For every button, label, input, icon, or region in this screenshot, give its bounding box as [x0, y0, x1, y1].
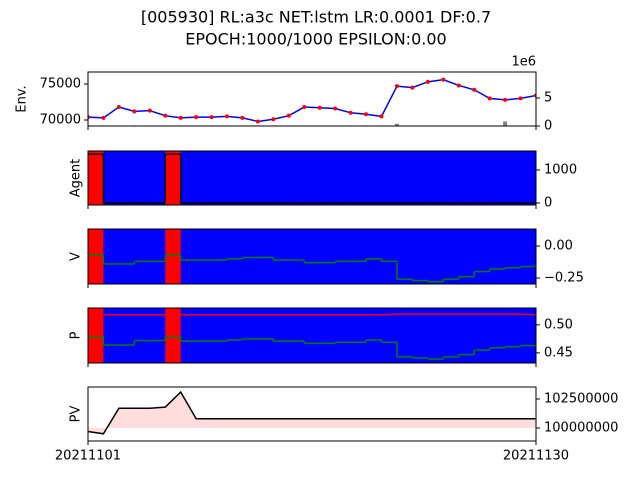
price-marker — [348, 110, 353, 115]
axes-frame — [87, 150, 537, 206]
panel — [88, 308, 536, 363]
y-tick-label: 75000 — [40, 77, 81, 92]
y-tick-label: 0 — [544, 195, 552, 210]
price-marker — [240, 115, 245, 120]
action-span — [88, 151, 104, 205]
y-tick-label: 0.00 — [544, 239, 573, 254]
axes-frame — [87, 386, 537, 442]
price-marker — [302, 105, 307, 110]
figure-title: EPOCH:1000/1000 EPSILON:0.00 — [185, 30, 446, 49]
panel-background — [88, 229, 536, 284]
axes-frame — [87, 307, 537, 364]
price-marker — [271, 117, 276, 122]
pv-fill — [88, 392, 536, 434]
price-marker — [333, 106, 338, 111]
price-marker — [394, 84, 399, 89]
x-tick-label: 20211101 — [55, 449, 121, 464]
price-marker — [410, 85, 415, 90]
panel — [88, 229, 536, 284]
axes-frame — [87, 228, 537, 285]
action-span — [165, 229, 181, 284]
price-marker — [147, 108, 152, 113]
price-marker — [255, 119, 260, 124]
action-span — [165, 308, 181, 363]
price-marker — [518, 96, 523, 101]
y-tick-label: 1000 — [544, 163, 577, 178]
y-tick-label: −0.25 — [544, 270, 584, 285]
action-span — [88, 308, 104, 363]
price-marker — [472, 87, 477, 92]
action-span — [165, 151, 181, 205]
x-tick-label: 20211130 — [503, 449, 569, 464]
price-marker — [456, 83, 461, 88]
y-tick-label: 0.50 — [544, 317, 573, 332]
y2-tick-label: 5 — [544, 90, 552, 105]
price-marker — [116, 105, 121, 110]
price-marker — [487, 96, 492, 101]
y-tick-label: 70000 — [40, 113, 81, 128]
price-marker — [503, 97, 508, 102]
series-line — [88, 313, 536, 316]
price-marker — [132, 109, 137, 114]
series-line — [88, 78, 536, 123]
action-span — [88, 229, 104, 284]
y-axis-label: P — [69, 331, 84, 339]
price-marker — [379, 114, 384, 119]
y-tick-label: 102500000 — [544, 392, 618, 407]
price-marker — [317, 105, 322, 110]
price-marker — [425, 79, 430, 84]
price-marker — [209, 115, 214, 120]
y-tick-label: 0.45 — [544, 345, 573, 360]
panel — [88, 390, 536, 435]
price-marker — [286, 113, 291, 118]
panel — [88, 151, 536, 205]
series-line — [88, 390, 536, 435]
y-tick-label: 100000000 — [544, 421, 618, 436]
price-marker — [101, 115, 106, 120]
price-marker — [441, 77, 446, 82]
y2-tick-label: 0 — [544, 119, 552, 134]
y2-offset-label: 1e6 — [511, 55, 536, 70]
panel-background — [88, 151, 536, 205]
y-axis-label: Agent — [69, 159, 84, 197]
price-marker — [163, 113, 168, 118]
price-marker — [178, 115, 183, 120]
price-marker — [364, 112, 369, 117]
y-axis-label: V — [69, 252, 84, 261]
price-marker — [194, 115, 199, 120]
volume-bar — [394, 123, 399, 126]
price-marker — [225, 114, 230, 119]
figure-title: [005930] RL:a3c NET:lstm LR:0.0001 DF:0.… — [141, 8, 491, 27]
volume-bar — [503, 121, 508, 126]
axes-frame — [87, 71, 537, 127]
step-riser — [102, 154, 182, 203]
y-axis-label: PV — [69, 406, 84, 423]
y-axis-label: Env. — [15, 85, 30, 112]
